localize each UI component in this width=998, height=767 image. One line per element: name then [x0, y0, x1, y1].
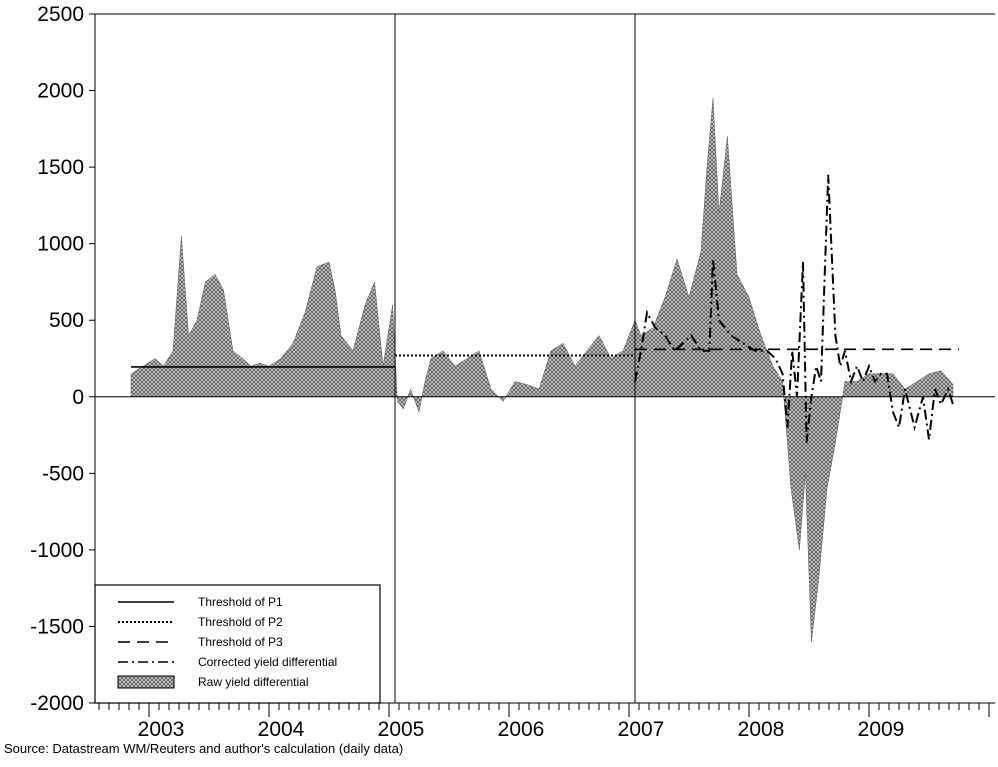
raw-yield-area-layer [130, 98, 954, 642]
axes-layer: -2000 -1500 -1000 -500 0 500 1000 1500 2000 2500 2… [30, 3, 995, 741]
raw-yield-differential-area [130, 98, 954, 642]
legend-swatch-raw-yield [117, 675, 175, 689]
x-tick-label: 2009 [858, 718, 905, 741]
legend-label: Threshold of P2 [198, 615, 283, 629]
x-tick-label: 2007 [618, 718, 665, 741]
x-tick-label: 2004 [258, 718, 305, 741]
legend-label: Raw yield differential [198, 675, 309, 689]
legend-label: Corrected yield differential [198, 655, 337, 669]
y-tick-label: 0 [72, 386, 84, 409]
y-tick-label: -1000 [30, 539, 84, 562]
y-tick-label: 1500 [37, 156, 84, 179]
legend-label: Threshold of P1 [198, 595, 283, 609]
legend: Threshold of P1 Threshold of P2 Threshold … [94, 584, 381, 704]
y-tick-label: 2500 [37, 3, 84, 26]
x-tick-label: 2008 [738, 718, 785, 741]
y-tick-label: -500 [42, 462, 84, 485]
x-tick-label: 2006 [498, 718, 545, 741]
x-tick-label: 2005 [378, 718, 425, 741]
y-tick-label: 2000 [37, 80, 84, 103]
source-note: Source: Datastream WM/Reuters and author… [4, 741, 404, 756]
y-tick-label: 500 [49, 309, 84, 332]
legend-label: Threshold of P3 [198, 635, 283, 649]
y-tick-label: -2000 [30, 692, 84, 715]
y-tick-label: 1000 [37, 233, 84, 256]
x-tick-label: 2003 [138, 718, 185, 741]
y-tick-label: -1500 [30, 615, 84, 638]
